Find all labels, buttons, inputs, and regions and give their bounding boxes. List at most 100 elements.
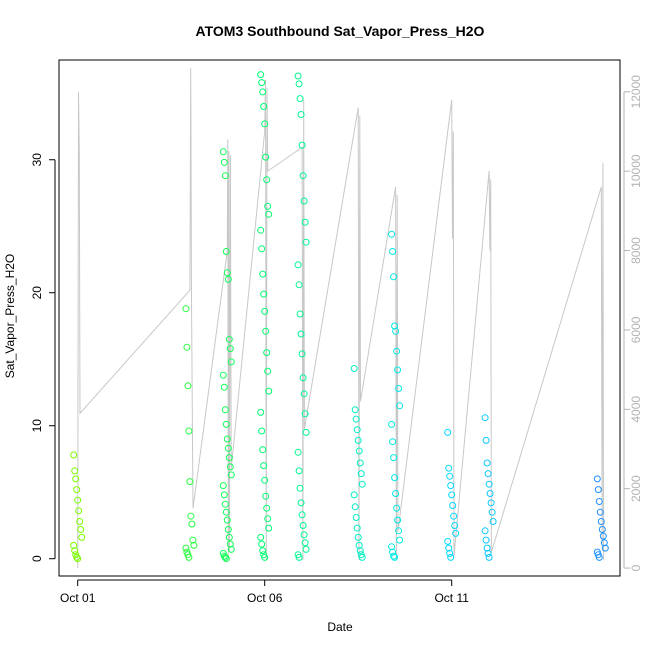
data-point bbox=[302, 545, 310, 553]
data-point bbox=[222, 248, 230, 255]
data-point bbox=[260, 462, 268, 470]
data-point bbox=[301, 410, 309, 418]
data-point bbox=[221, 172, 229, 180]
y2-tick-label: 4000 bbox=[629, 396, 643, 423]
data-point bbox=[392, 327, 400, 335]
data-point bbox=[296, 484, 304, 492]
data-point bbox=[448, 491, 456, 499]
data-point bbox=[77, 526, 85, 533]
data-point bbox=[295, 467, 303, 475]
data-point bbox=[298, 511, 306, 519]
data-point bbox=[392, 490, 400, 497]
data-point bbox=[390, 454, 398, 462]
data-point bbox=[223, 516, 231, 524]
data-point bbox=[593, 475, 601, 483]
data-point bbox=[257, 533, 265, 541]
data-point bbox=[357, 470, 365, 478]
data-point bbox=[394, 516, 402, 524]
data-point bbox=[481, 527, 489, 535]
data-point bbox=[594, 486, 602, 494]
data-point bbox=[263, 349, 271, 357]
data-point bbox=[223, 435, 231, 443]
data-point bbox=[352, 415, 360, 423]
data-point bbox=[598, 526, 606, 533]
data-point bbox=[73, 486, 81, 494]
data-point bbox=[225, 454, 233, 462]
data-point bbox=[263, 504, 271, 512]
data-point bbox=[388, 420, 396, 428]
data-point bbox=[444, 428, 452, 436]
data-point bbox=[227, 358, 235, 366]
data-point bbox=[302, 428, 310, 436]
data-point bbox=[389, 438, 397, 446]
data-point bbox=[186, 478, 194, 486]
data-point bbox=[451, 522, 459, 529]
data-point bbox=[226, 345, 234, 353]
x-tick-label: Oct 06 bbox=[247, 591, 283, 605]
data-point bbox=[294, 448, 302, 456]
data-point bbox=[600, 539, 608, 547]
data-point bbox=[224, 444, 232, 452]
data-point bbox=[257, 71, 265, 79]
data-point bbox=[264, 202, 272, 210]
data-point bbox=[391, 553, 399, 561]
data-point bbox=[70, 451, 78, 459]
x-axis-label: Date bbox=[327, 620, 353, 634]
data-point bbox=[299, 374, 307, 382]
data-point bbox=[445, 544, 453, 552]
y2-tick-label: 0 bbox=[629, 564, 643, 571]
data-point bbox=[483, 544, 491, 552]
data-point bbox=[258, 540, 266, 548]
data-point bbox=[261, 553, 269, 561]
data-point bbox=[446, 549, 454, 557]
data-point bbox=[599, 532, 607, 540]
data-point bbox=[355, 541, 363, 549]
data-point bbox=[182, 544, 190, 552]
data-point bbox=[482, 536, 490, 544]
data-point bbox=[226, 540, 234, 548]
data-point bbox=[299, 172, 307, 180]
x-tick-label: Oct 11 bbox=[434, 591, 469, 605]
data-point bbox=[220, 491, 228, 499]
y-tick-label: 20 bbox=[30, 286, 44, 300]
data-point bbox=[259, 88, 267, 96]
data-point bbox=[263, 176, 271, 184]
data-point bbox=[219, 371, 227, 379]
data-point bbox=[295, 80, 303, 88]
chart-title: ATOM3 Southbound Sat_Vapor_Press_H2O bbox=[196, 23, 485, 39]
y-tick-label: 10 bbox=[30, 419, 44, 433]
data-point bbox=[487, 499, 495, 507]
data-point bbox=[76, 518, 84, 525]
data-point bbox=[221, 553, 229, 561]
data-point bbox=[262, 327, 270, 335]
data-point bbox=[296, 310, 304, 318]
data-point bbox=[489, 518, 497, 525]
axes-layer: Oct 01 Oct 06 Oct 11 0 10 20 30 0 2000 4000 6000 80… bbox=[30, 75, 643, 605]
data-point bbox=[481, 414, 489, 422]
data-point bbox=[595, 498, 603, 505]
data-point bbox=[259, 446, 267, 454]
data-point bbox=[74, 555, 82, 563]
data-point bbox=[258, 427, 266, 435]
data-point bbox=[74, 496, 82, 504]
data-point bbox=[296, 95, 304, 103]
data-point bbox=[188, 520, 196, 528]
data-point bbox=[222, 555, 230, 563]
data-point bbox=[484, 549, 492, 557]
data-point bbox=[354, 436, 362, 444]
data-point bbox=[258, 245, 266, 253]
data-point bbox=[71, 547, 79, 555]
data-point bbox=[295, 281, 303, 289]
y2-tick-label: 12000 bbox=[629, 75, 643, 109]
data-point bbox=[189, 536, 197, 544]
data-point bbox=[185, 553, 193, 561]
data-point bbox=[257, 408, 265, 416]
data-point bbox=[396, 402, 404, 410]
data-point bbox=[265, 387, 273, 395]
data-point bbox=[262, 153, 270, 161]
data-point bbox=[350, 491, 358, 499]
data-point bbox=[225, 533, 233, 541]
data-point bbox=[355, 447, 363, 455]
data-point bbox=[295, 553, 303, 561]
data-point bbox=[261, 120, 269, 128]
